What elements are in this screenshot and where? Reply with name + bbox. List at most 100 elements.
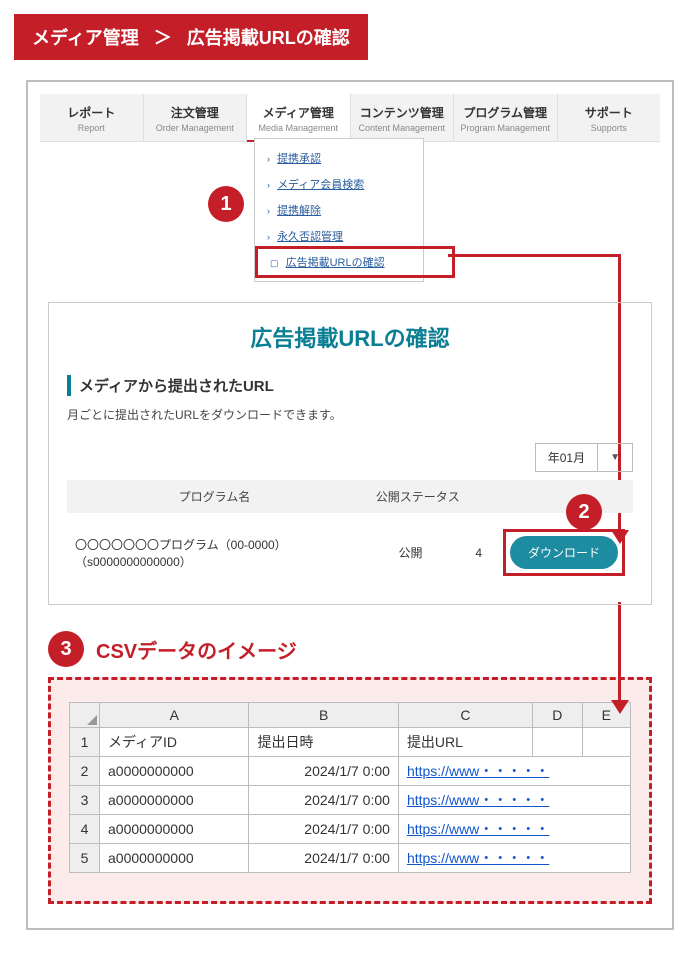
csv-col-letter: D <box>532 703 582 728</box>
csv-rownum: 2 <box>70 757 100 786</box>
media-dropdown: › 提携承認 › メディア会員検索 › 提携解除 › 永久否認管理 ▢ 広告掲載… <box>254 138 424 282</box>
csv-rownum: 4 <box>70 815 100 844</box>
list-row: 〇〇〇〇〇〇〇プログラム（00-0000）（s0000000000000） 公開… <box>67 513 633 582</box>
nav-tab-label: コンテンツ管理 <box>355 104 450 121</box>
step-badge-label: 3 <box>60 638 71 661</box>
csv-header-cell: 提出日時 <box>249 728 398 757</box>
month-row: 年01月 ▼ <box>67 443 633 472</box>
dropdown-item-label: 広告掲載URLの確認 <box>286 257 385 269</box>
csv-cell: a0000000000 <box>100 815 249 844</box>
dropdown-item[interactable]: › メディア会員検索 <box>255 171 423 197</box>
section-heading: メディアから提出されたURL <box>67 375 633 396</box>
csv-frame: A B C D E 1 メディアID 提出日時 提出URL 2 a0000000… <box>48 677 652 904</box>
csv-title-row: 3 CSVデータのイメージ <box>48 631 652 667</box>
csv-col-letter: C <box>398 703 532 728</box>
outer-frame: レポート Report 注文管理 Order Management メディア管理… <box>26 80 674 930</box>
page-title: 広告掲載URLの確認 <box>67 321 633 353</box>
nav-tab-sublabel: Media Management <box>251 123 346 133</box>
cell-count: 4 <box>449 546 482 560</box>
nav-tab-content[interactable]: コンテンツ管理 Content Management <box>351 94 455 141</box>
section-note: 月ごとに提出されたURLをダウンロードできます。 <box>67 406 633 423</box>
col-header-program: プログラム名 <box>79 488 350 505</box>
csv-rownum: 3 <box>70 786 100 815</box>
csv-cell: 2024/1/7 0:00 <box>249 815 398 844</box>
nav-tab-label: メディア管理 <box>251 104 346 121</box>
nav-tab-label: 注文管理 <box>148 104 243 121</box>
cell-status: 公開 <box>372 544 449 561</box>
content-panel: 広告掲載URLの確認 メディアから提出されたURL 月ごとに提出されたURLをダ… <box>48 302 652 605</box>
csv-cell-link: https://www・・・・・ <box>398 757 630 786</box>
breadcrumb-sep: ＞ <box>154 28 172 48</box>
nav-tab-sublabel: Program Management <box>458 123 553 133</box>
list-header: プログラム名 公開ステータス <box>67 480 633 513</box>
step-badge-2: 2 <box>566 494 602 530</box>
step-badge-label: 1 <box>220 193 231 216</box>
month-select-value: 年01月 <box>536 444 598 471</box>
month-select[interactable]: 年01月 ▼ <box>535 443 633 472</box>
breadcrumb-a: メディア管理 <box>32 28 139 48</box>
csv-link[interactable]: https://www・・・・・ <box>407 850 549 866</box>
csv-cell: a0000000000 <box>100 757 249 786</box>
csv-cell: a0000000000 <box>100 844 249 873</box>
chevron-right-icon: › <box>267 232 270 242</box>
csv-rownum: 5 <box>70 844 100 873</box>
csv-link[interactable]: https://www・・・・・ <box>407 821 549 837</box>
csv-cell: a0000000000 <box>100 786 249 815</box>
col-header-spacer <box>486 488 622 505</box>
csv-cell-link: https://www・・・・・ <box>398 844 630 873</box>
download-highlight: ダウンロード <box>503 529 625 576</box>
dropdown-item[interactable]: › 提携承認 <box>255 145 423 171</box>
grid-corner <box>70 703 100 728</box>
arrow-head-icon <box>611 700 629 714</box>
csv-link[interactable]: https://www・・・・・ <box>407 763 549 779</box>
dropdown-item-label: 提携解除 <box>277 205 321 217</box>
dropdown-item-highlighted[interactable]: ▢ 広告掲載URLの確認 <box>255 246 455 278</box>
nav-tab-order[interactable]: 注文管理 Order Management <box>144 94 248 141</box>
csv-col-letter: B <box>249 703 398 728</box>
csv-cell: 2024/1/7 0:00 <box>249 786 398 815</box>
csv-cell: 2024/1/7 0:00 <box>249 844 398 873</box>
csv-link[interactable]: https://www・・・・・ <box>407 792 549 808</box>
nav-tab-sublabel: Order Management <box>148 123 243 133</box>
csv-col-letter: A <box>100 703 249 728</box>
breadcrumb-b: 広告掲載URLの確認 <box>187 28 350 48</box>
breadcrumb: メディア管理 ＞ 広告掲載URLの確認 <box>14 14 368 60</box>
csv-header-cell <box>532 728 582 757</box>
step-badge-label: 2 <box>578 501 589 524</box>
nav-tab-label: レポート <box>44 104 139 121</box>
arrow-connector <box>618 602 621 702</box>
nav-tab-program[interactable]: プログラム管理 Program Management <box>454 94 558 141</box>
step-badge-1: 1 <box>208 186 244 222</box>
csv-header-cell: メディアID <box>100 728 249 757</box>
download-button[interactable]: ダウンロード <box>510 536 618 569</box>
csv-col-header-row: A B C D E <box>70 703 631 728</box>
csv-cell-link: https://www・・・・・ <box>398 815 630 844</box>
csv-data-row: 5 a0000000000 2024/1/7 0:00 https://www・… <box>70 844 631 873</box>
nav-tabs: レポート Report 注文管理 Order Management メディア管理… <box>40 94 660 142</box>
arrow-connector <box>448 254 621 257</box>
csv-cell-link: https://www・・・・・ <box>398 786 630 815</box>
chevron-right-icon: › <box>267 180 270 190</box>
dropdown-item-label: 提携承認 <box>277 153 321 165</box>
nav-tab-sublabel: Supports <box>562 123 657 133</box>
nav-tab-report[interactable]: レポート Report <box>40 94 144 141</box>
csv-cell: 2024/1/7 0:00 <box>249 757 398 786</box>
csv-data-row: 3 a0000000000 2024/1/7 0:00 https://www・… <box>70 786 631 815</box>
chevron-right-icon: › <box>267 206 270 216</box>
csv-rownum: 1 <box>70 728 100 757</box>
csv-header-cell: 提出URL <box>398 728 532 757</box>
cell-action: ダウンロード <box>482 529 625 576</box>
dropdown-item[interactable]: › 提携解除 <box>255 197 423 223</box>
csv-data-row: 2 a0000000000 2024/1/7 0:00 https://www・… <box>70 757 631 786</box>
nav-tab-sublabel: Report <box>44 123 139 133</box>
csv-header-row: 1 メディアID 提出日時 提出URL <box>70 728 631 757</box>
nav-tab-support[interactable]: サポート Supports <box>558 94 661 141</box>
col-header-status: 公開ステータス <box>350 488 486 505</box>
csv-section: 3 CSVデータのイメージ A B C D E 1 メディアID 提出日時 提出… <box>48 631 652 904</box>
caret-down-icon: ▼ <box>598 447 632 468</box>
csv-title: CSVデータのイメージ <box>96 635 297 664</box>
dropdown-item-label: 永久否認管理 <box>277 231 343 243</box>
nav-tab-sublabel: Content Management <box>355 123 450 133</box>
chevron-right-icon: › <box>267 154 270 164</box>
nav-tab-media[interactable]: メディア管理 Media Management <box>247 94 351 141</box>
